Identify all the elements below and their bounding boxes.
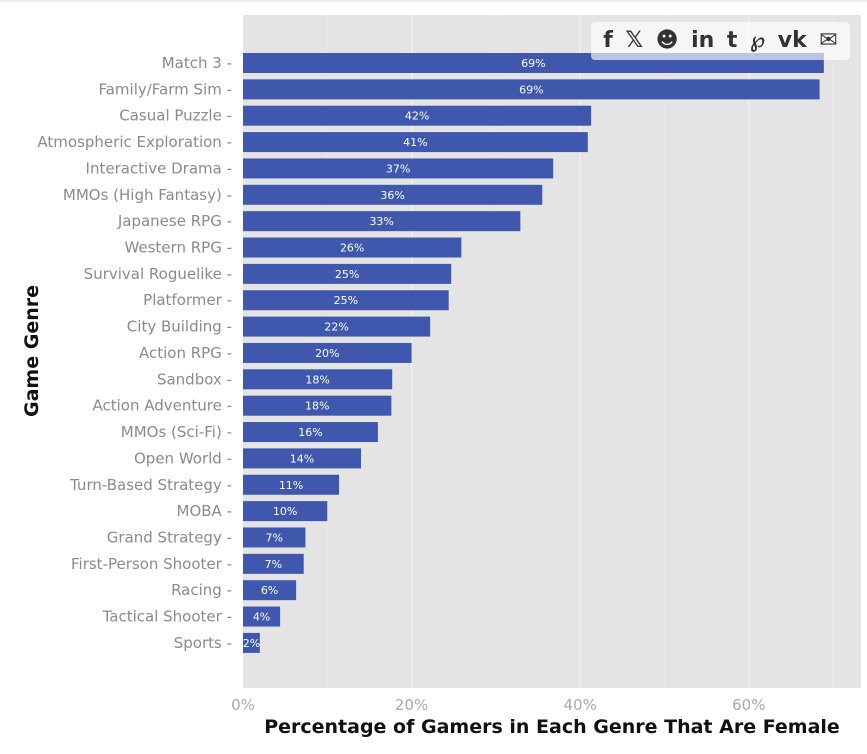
reddit-icon[interactable]: ☻ — [655, 28, 679, 53]
linkedin-icon[interactable]: in — [691, 28, 715, 53]
category-label: Family/Farm Sim - — [98, 80, 232, 98]
data-label: 16% — [298, 426, 322, 439]
data-label: 41% — [403, 136, 427, 149]
category-label: Action RPG - — [139, 344, 232, 362]
bar — [243, 448, 362, 469]
data-label: 6% — [261, 584, 278, 597]
bar — [243, 632, 260, 653]
category-label: Tactical Shooter - — [102, 608, 232, 626]
vk-icon[interactable]: vk — [777, 28, 807, 53]
category-label: Match 3 - — [162, 54, 232, 72]
data-label: 25% — [334, 294, 358, 307]
data-label: 4% — [253, 611, 270, 624]
bar — [243, 606, 281, 627]
bar — [243, 501, 328, 522]
data-label: 7% — [265, 531, 282, 544]
bar — [243, 132, 588, 153]
facebook-icon[interactable]: f — [603, 28, 613, 53]
data-label: 10% — [273, 505, 297, 518]
bar — [243, 580, 297, 601]
category-label: Sports - — [174, 634, 232, 652]
bar — [243, 316, 431, 337]
data-label: 18% — [305, 373, 329, 386]
bar — [243, 290, 449, 311]
category-label: City Building - — [127, 318, 232, 336]
data-label: 2% — [243, 637, 260, 650]
bar — [243, 395, 392, 416]
bar — [243, 422, 378, 443]
x-tick-label: 20% — [395, 696, 428, 714]
category-label: Western RPG - — [124, 239, 232, 257]
bar — [243, 369, 393, 390]
category-label: Platformer - — [143, 291, 232, 309]
data-label: 11% — [279, 479, 303, 492]
bar — [243, 158, 554, 179]
category-label: MOBA - — [177, 502, 232, 520]
category-label: Open World - — [134, 449, 232, 467]
bar — [243, 184, 543, 205]
bar — [243, 474, 340, 495]
x-axis-title: Percentage of Gamers in Each Genre That … — [264, 716, 840, 738]
x-tick-label: 0% — [231, 696, 255, 714]
category-label: Survival Roguelike - — [84, 265, 232, 283]
category-label: Interactive Drama - — [86, 159, 232, 177]
bar — [243, 237, 462, 258]
pinterest-icon[interactable]: ℘ — [749, 28, 766, 53]
category-label: Casual Puzzle - — [119, 107, 232, 125]
share-toolbar: f 𝕏 ☻ in t ℘ vk ✉ — [591, 22, 850, 60]
bar — [243, 79, 820, 100]
y-axis-title: Game Genre — [21, 285, 43, 417]
data-label: 36% — [380, 189, 404, 202]
data-label: 22% — [324, 321, 348, 334]
data-label: 18% — [305, 400, 329, 413]
x-tick-label: 60% — [732, 696, 765, 714]
data-label: 25% — [335, 268, 359, 281]
category-label: Racing - — [171, 581, 232, 599]
category-label: Japanese RPG - — [117, 212, 232, 230]
category-label: Atmospheric Exploration - — [37, 133, 232, 151]
top-border — [0, 0, 867, 2]
category-label: Action Adventure - — [92, 397, 232, 415]
x-tick-label: 40% — [564, 696, 597, 714]
data-label: 7% — [265, 558, 282, 571]
category-label: Grand Strategy - — [107, 528, 232, 546]
email-icon[interactable]: ✉ — [819, 28, 838, 53]
data-label: 69% — [519, 83, 543, 96]
category-label: MMOs (High Fantasy) - — [63, 186, 232, 204]
bar — [243, 263, 452, 284]
data-label: 69% — [521, 57, 545, 70]
bar — [243, 553, 304, 574]
data-label: 42% — [405, 110, 429, 123]
data-label: 33% — [369, 215, 393, 228]
bar — [243, 342, 412, 363]
category-label: First-Person Shooter - — [71, 555, 232, 573]
data-label: 26% — [340, 242, 364, 255]
x-icon[interactable]: 𝕏 — [625, 28, 644, 53]
category-label: MMOs (Sci-Fi) - — [121, 423, 232, 441]
category-label: Sandbox - — [157, 370, 232, 388]
bar — [243, 527, 306, 548]
category-label: Turn-Based Strategy - — [69, 476, 232, 494]
data-label: 37% — [386, 162, 410, 175]
tumblr-icon[interactable]: t — [726, 28, 738, 53]
bar — [243, 211, 521, 232]
data-label: 20% — [315, 347, 339, 360]
bar — [243, 105, 592, 126]
data-label: 14% — [290, 452, 314, 465]
